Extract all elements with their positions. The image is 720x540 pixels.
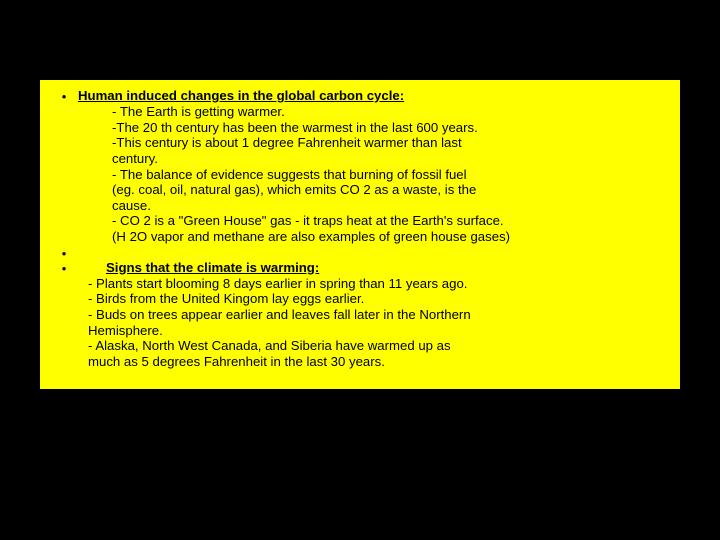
section-1-heading-col: Human induced changes in the global carb… [78,88,670,104]
section-2-line: Hemisphere. [88,323,670,339]
section-2-line: - Buds on trees appear earlier and leave… [88,307,670,323]
section-2-heading: Signs that the climate is warming: [106,260,319,275]
section-2-line: - Plants start blooming 8 days earlier i… [88,276,670,292]
section-1-line: - The Earth is getting warmer. [112,104,670,120]
section-1-line: -This century is about 1 degree Fahrenhe… [112,135,670,151]
section-1-line: cause. [112,198,670,214]
section-1-heading-row: • Human induced changes in the global ca… [50,88,670,104]
section-2-line: much as 5 degrees Fahrenheit in the last… [88,354,670,370]
section-1-heading: Human induced changes in the global carb… [78,88,404,103]
section-2-heading-row: • Signs that the climate is warming: [50,260,670,276]
bullet-icon: • [50,88,78,104]
section-2-line: - Birds from the United Kingom lay eggs … [88,291,670,307]
section-1-line: -The 20 th century has been the warmest … [112,120,670,136]
section-1-line: (H 2O vapor and methane are also example… [112,229,670,245]
blank-bullet-row: • [50,245,670,260]
section-1-line: (eg. coal, oil, natural gas), which emit… [112,182,670,198]
section-1-line: century. [112,151,670,167]
section-2-body: - Plants start blooming 8 days earlier i… [88,276,670,369]
section-1-body: - The Earth is getting warmer. -The 20 t… [112,104,670,244]
section-2-heading-col: Signs that the climate is warming: [78,260,670,276]
section-1-line: - The balance of evidence suggests that … [112,167,670,183]
slide-content-box: • Human induced changes in the global ca… [40,80,680,389]
section-1-line: - CO 2 is a "Green House" gas - it traps… [112,213,670,229]
bullet-icon: • [50,260,78,276]
bullet-icon: • [50,245,78,261]
section-2-line: - Alaska, North West Canada, and Siberia… [88,338,670,354]
